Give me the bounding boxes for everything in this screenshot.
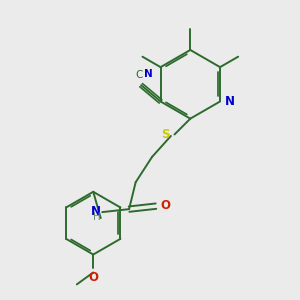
Text: N: N [224,95,235,108]
Text: H: H [93,212,101,222]
Text: O: O [88,271,98,284]
Text: O: O [161,199,171,212]
Text: N: N [144,69,153,79]
Text: C: C [135,70,142,80]
Text: N: N [90,205,100,218]
Text: S: S [161,128,170,141]
